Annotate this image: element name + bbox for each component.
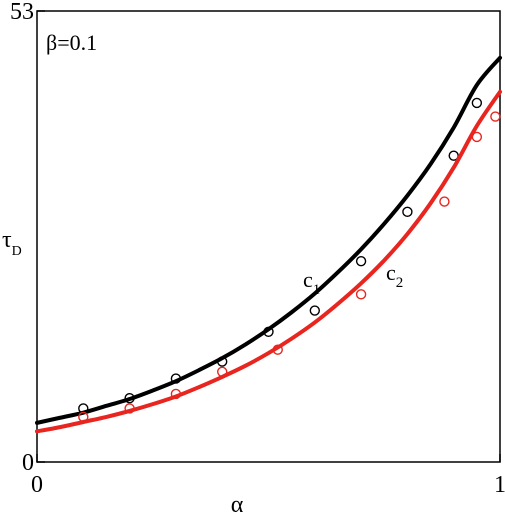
series-label-c1: c1 <box>303 267 320 298</box>
plot-frame <box>36 10 501 463</box>
series-2-point <box>124 403 135 414</box>
series-label-c2-main: c <box>386 260 396 285</box>
series-layer <box>35 55 502 434</box>
series-label-c1-main: c <box>303 267 313 292</box>
beta-annotation: β=0.1 <box>46 30 97 55</box>
series-2-point <box>272 344 283 355</box>
y-tick-label: 0 <box>22 450 34 476</box>
series-2-point <box>78 411 89 423</box>
series-2-point <box>170 388 182 400</box>
series-2-point <box>439 196 450 207</box>
series-1-point <box>355 255 367 267</box>
series-1-point <box>263 326 274 338</box>
series-2-point <box>355 289 367 300</box>
y-axis-label: τD <box>2 227 22 259</box>
series-label-c2-sub: 2 <box>396 275 404 291</box>
x-tick-label: 0 <box>31 472 43 498</box>
series-1-point <box>216 356 228 367</box>
series-1-point <box>309 305 320 316</box>
series-2-point <box>490 111 501 122</box>
y-tick-label: 53 <box>10 0 34 25</box>
x-tick-label: 1 <box>494 472 505 498</box>
series-label-c2: c2 <box>386 260 403 291</box>
tick-layer: 0 1 0 53 <box>10 0 505 498</box>
series-1-line <box>35 55 502 425</box>
series-label-c1-sub: 1 <box>313 282 321 298</box>
y-axis-label-sub: D <box>12 244 22 259</box>
series-1-point <box>471 97 483 109</box>
y-axis-label-main: τ <box>2 227 12 253</box>
series-1-point <box>124 392 135 404</box>
series-2-point <box>216 366 228 377</box>
series-2-point <box>471 131 483 143</box>
x-axis-label: α <box>231 492 244 517</box>
series-1-point <box>170 373 182 384</box>
series-2-line <box>35 89 502 434</box>
series-1-point <box>402 206 413 218</box>
